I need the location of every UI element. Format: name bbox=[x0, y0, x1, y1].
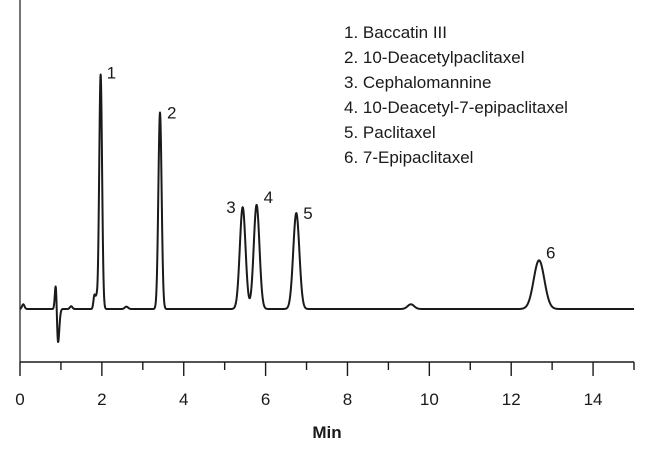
peak-labels: 1 2 3 4 5 6 bbox=[107, 63, 556, 262]
x-tick-label: 0 bbox=[15, 390, 24, 409]
x-tick-label: 14 bbox=[584, 390, 603, 409]
axes-layer bbox=[19, 0, 634, 363]
peak-label: 4 bbox=[264, 188, 273, 207]
peak-label: 6 bbox=[546, 243, 555, 262]
chromatogram-trace bbox=[19, 73, 635, 343]
trace-layer bbox=[19, 73, 635, 343]
legend: 1. Baccatin III 2. 10-Deacetylpaclitaxel… bbox=[344, 23, 568, 167]
x-tick-label: 6 bbox=[261, 390, 270, 409]
x-tick-label: 12 bbox=[502, 390, 521, 409]
x-tick-label: 8 bbox=[343, 390, 352, 409]
peak-label: 2 bbox=[167, 104, 176, 123]
peak-label: 3 bbox=[226, 198, 235, 217]
legend-entry: 1. Baccatin III bbox=[344, 23, 447, 42]
x-axis-title: Min bbox=[312, 423, 341, 442]
legend-entry: 5. Paclitaxel bbox=[344, 123, 436, 142]
legend-entry: 6. 7-Epipaclitaxel bbox=[344, 148, 473, 167]
legend-entry: 3. Cephalomannine bbox=[344, 73, 491, 92]
legend-entry: 4. 10-Deacetyl-7-epipaclitaxel bbox=[344, 98, 568, 117]
peak-label: 1 bbox=[107, 63, 116, 82]
x-tick-label: 4 bbox=[179, 390, 188, 409]
peak-label: 5 bbox=[303, 204, 312, 223]
x-tick-label: 10 bbox=[420, 390, 439, 409]
x-tick-label: 2 bbox=[97, 390, 106, 409]
x-ticks: 0 2 4 6 8 10 12 14 bbox=[15, 362, 635, 409]
legend-entry: 2. 10-Deacetylpaclitaxel bbox=[344, 48, 524, 67]
